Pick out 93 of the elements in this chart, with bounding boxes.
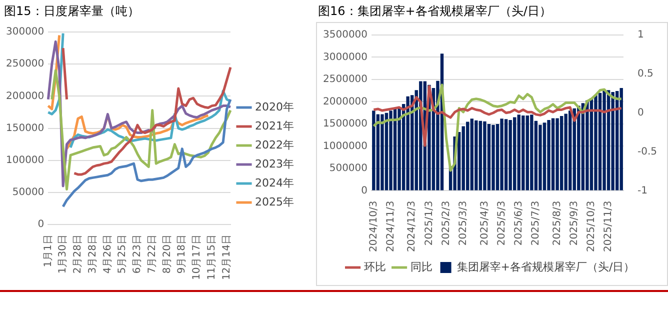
x-tick-label: 2025/6/3 (513, 200, 524, 246)
y-tick-label: 250000 (6, 58, 44, 70)
bar (372, 110, 376, 190)
chart-title: 图16：集团屠宰+各省规模屠宰厂（头/日） (317, 3, 552, 20)
bar (602, 90, 606, 190)
x-tick-label: 2025/5/3 (496, 200, 508, 246)
bar (376, 114, 380, 190)
bar (560, 116, 564, 190)
bar (526, 116, 530, 190)
bar (384, 112, 388, 190)
bar (586, 100, 589, 190)
x-tick-label: 3月28日 (87, 234, 98, 274)
legend-label: 2025年 (255, 195, 294, 208)
bar (500, 118, 504, 190)
bar (380, 114, 384, 190)
legend-label: 2020年 (255, 100, 294, 114)
bar (504, 119, 508, 190)
x-tick-label: 2月28日 (72, 234, 84, 274)
bar (483, 121, 486, 190)
y2-tick-label: 0 (637, 107, 644, 118)
legend-label: 2022年 (255, 138, 294, 152)
y-tick-label: 500000 (329, 163, 368, 174)
x-tick-label: 1月30日 (58, 234, 69, 274)
bar (389, 110, 392, 190)
bar (547, 120, 550, 190)
x-tick-label: 6月23日 (132, 234, 144, 274)
bar (594, 95, 598, 190)
y2-tick-label: -0.5 (637, 146, 658, 158)
bar (474, 120, 478, 190)
legend-label: 2024年 (255, 176, 294, 190)
y-tick-label: 300000 (6, 26, 44, 38)
y-tick-label: 100000 (6, 154, 44, 166)
y-tick-label: 50000 (12, 187, 44, 198)
y-tick-label: 0 (361, 185, 368, 196)
bar (530, 114, 534, 190)
y2-tick-label: 1 (637, 30, 644, 41)
legend-label: 集团屠宰+各省规模屠宰厂（头/日） (456, 260, 635, 274)
y2-tick-label: -1 (637, 185, 648, 196)
x-tick-label: 2024/12/3 (406, 200, 418, 252)
bar (398, 108, 401, 190)
y-tick-label: 1000000 (322, 140, 368, 152)
bar (556, 118, 559, 190)
bar (406, 96, 410, 190)
bar (538, 124, 542, 190)
y-tick-label: 2500000 (322, 74, 368, 86)
x-tick-label: 2025/7/3 (530, 200, 542, 246)
x-tick-label: 12月14日 (221, 234, 232, 280)
y-tick-label: 3500000 (322, 30, 368, 41)
x-tick-label: 4月26日 (102, 234, 114, 274)
x-tick-label: 11月15日 (206, 234, 218, 280)
bar (598, 92, 602, 190)
y-tick-label: 2000000 (322, 96, 368, 108)
x-tick-label: 2025/11/3 (603, 200, 614, 252)
bar (512, 117, 516, 190)
bar (542, 122, 546, 190)
x-tick-label: 2025/2/3 (440, 200, 452, 246)
legend-label: 2021年 (255, 119, 294, 132)
chart-title: 图15：日度屠宰量（吨） (3, 3, 140, 20)
x-tick-label: 8月20日 (162, 234, 173, 274)
x-tick-label: 2025/1/3 (424, 200, 435, 246)
y-tick-label: 200000 (6, 90, 44, 102)
bar (492, 124, 495, 190)
x-tick-label: 2024/10/3 (368, 200, 380, 252)
bar (508, 120, 512, 190)
bar (577, 106, 580, 190)
x-tick-label: 2024/11/3 (385, 200, 396, 252)
y-tick-label: 3000000 (322, 52, 368, 63)
x-tick-label: 2025/9/3 (568, 200, 580, 246)
x-tick-label: 10月17日 (192, 234, 203, 280)
bar (522, 116, 525, 190)
x-tick-label: 9月18日 (176, 234, 188, 274)
bar (564, 114, 568, 190)
x-tick-label: 5月25日 (117, 234, 128, 274)
x-tick-label: 2025/4/3 (479, 200, 490, 246)
y-tick-label: 0 (38, 219, 44, 230)
bar (620, 88, 623, 190)
bar (611, 92, 614, 190)
x-tick-label: 2025/10/3 (586, 200, 598, 252)
x-tick-label: 1月1日 (42, 234, 54, 268)
legend-label: 2023年 (255, 157, 294, 170)
legend-label: 同比 (410, 260, 432, 274)
legend-label: 环比 (364, 260, 386, 274)
bar (487, 124, 491, 190)
x-tick-label: 2025/8/3 (552, 200, 563, 246)
y-tick-label: 1500000 (322, 118, 368, 130)
y2-tick-label: 0.5 (637, 68, 654, 80)
y-tick-label: 150000 (6, 122, 44, 134)
bar (478, 120, 482, 190)
bar (462, 126, 465, 190)
bar (517, 114, 520, 190)
x-tick-label: 2025/3/3 (458, 200, 469, 246)
bar (551, 118, 555, 190)
x-tick-label: 7月22日 (146, 234, 158, 274)
